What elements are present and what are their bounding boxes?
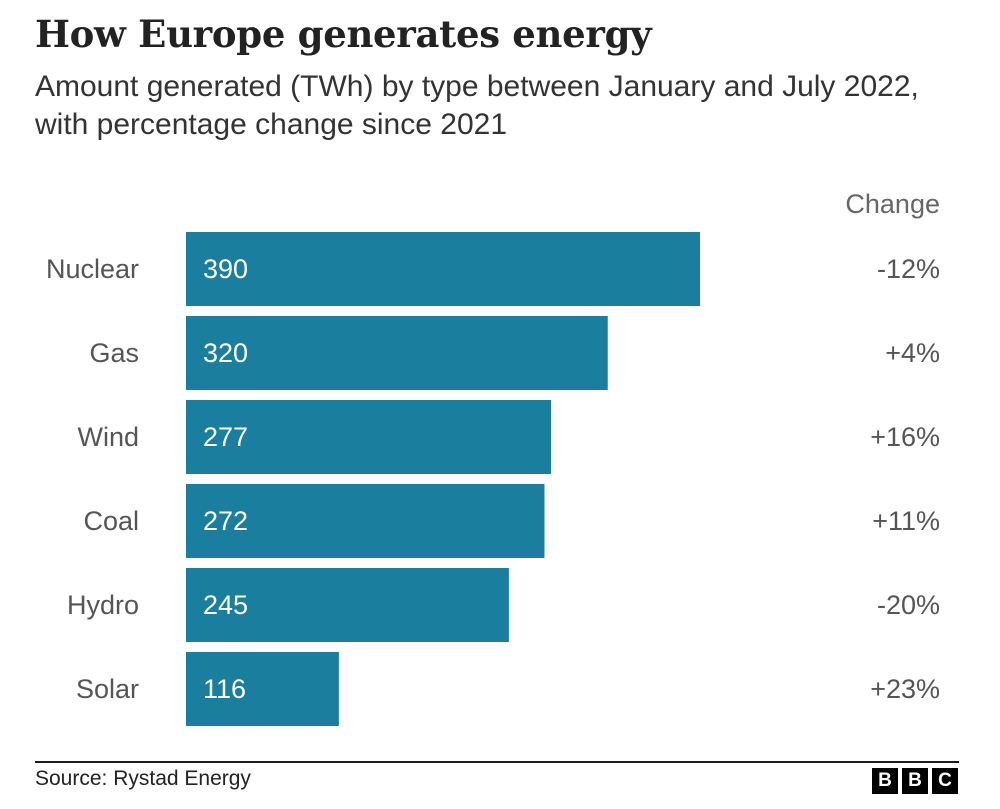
bar-value-label: 320 — [203, 338, 248, 368]
bbc-logo-letter: B — [902, 768, 928, 794]
change-label: +23% — [870, 674, 940, 704]
bbc-logo-letter: C — [932, 768, 958, 794]
category-label: Solar — [76, 674, 139, 704]
bar-value-label: 116 — [203, 674, 246, 704]
bar-value-label: 390 — [203, 254, 248, 284]
category-label: Gas — [89, 338, 139, 368]
bar — [186, 652, 339, 726]
category-label: Nuclear — [46, 254, 139, 284]
bar — [186, 484, 545, 558]
change-label: +16% — [870, 422, 940, 452]
bbc-logo-letter: B — [872, 768, 898, 794]
bar-value-label: 272 — [203, 506, 248, 536]
category-label: Coal — [83, 506, 139, 536]
bar-value-label: 277 — [203, 422, 248, 452]
change-label: -20% — [877, 590, 940, 620]
bar-value-label: 245 — [203, 590, 248, 620]
bar — [186, 568, 509, 642]
change-label: +4% — [885, 338, 940, 368]
bar — [186, 316, 608, 390]
change-label: +11% — [872, 506, 940, 536]
bar — [186, 400, 552, 474]
category-label: Hydro — [67, 590, 139, 620]
chart-subtitle: Amount generated (TWh) by type between J… — [35, 70, 919, 141]
change-label: -12% — [877, 254, 940, 284]
category-label: Wind — [77, 422, 139, 452]
change-column-header: Change — [845, 189, 940, 219]
bar-chart: Change Nuclear 390 -12% Gas 320 +4% Wind 277 +16%… — [46, 189, 940, 726]
footer-divider — [35, 761, 959, 763]
source-note: Source: Rystad Energy — [35, 767, 251, 790]
bbc-logo: B B C — [872, 768, 958, 794]
bar — [186, 232, 700, 306]
chart-title: How Europe generates energy — [35, 12, 652, 56]
